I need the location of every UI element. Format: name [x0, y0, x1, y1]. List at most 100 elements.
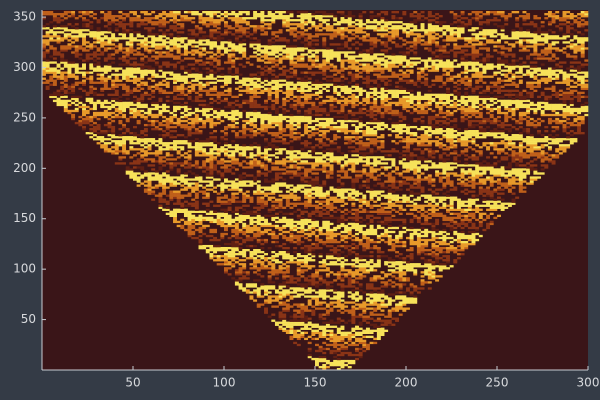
- texture-cell: [249, 121, 254, 125]
- texture-cell: [282, 134, 287, 137]
- texture-cell: [133, 178, 137, 181]
- texture-cell: [413, 242, 418, 246]
- texture-cell: [333, 257, 338, 260]
- texture-cell: [322, 164, 327, 167]
- texture-cell: [176, 140, 181, 143]
- texture-cell: [500, 184, 505, 187]
- texture-cell: [282, 148, 287, 151]
- texture-cell: [395, 307, 400, 310]
- texture-cell: [300, 255, 305, 258]
- texture-cell: [493, 142, 498, 145]
- texture-cell: [118, 156, 123, 159]
- texture-cell: [205, 117, 210, 121]
- texture-cell: [311, 178, 316, 181]
- texture-cell: [507, 162, 512, 165]
- texture-cell: [289, 305, 294, 308]
- texture-cell: [427, 174, 432, 177]
- texture-cell: [253, 158, 258, 161]
- texture-cell: [504, 166, 509, 169]
- texture-cell: [478, 178, 483, 181]
- texture-cell: [511, 146, 516, 149]
- texture-cell: [304, 130, 309, 133]
- texture-cell: [529, 134, 534, 137]
- texture-cell: [143, 170, 148, 173]
- texture-cell: [224, 228, 228, 232]
- texture-cell: [336, 339, 341, 343]
- texture-cell: [293, 172, 298, 175]
- texture-cell: [475, 210, 480, 213]
- texture-cell: [187, 154, 192, 157]
- texture-cell: [322, 325, 327, 328]
- texture-cell: [395, 194, 400, 197]
- texture-cell: [344, 228, 349, 232]
- texture-cell: [238, 269, 243, 272]
- texture-cell: [416, 263, 421, 266]
- texture-cell: [475, 206, 480, 209]
- texture-cell: [256, 279, 261, 282]
- texture-cell: [453, 251, 458, 254]
- texture-cell: [242, 208, 247, 211]
- texture-cell: [369, 293, 374, 296]
- texture-cell: [267, 261, 272, 264]
- texture-cell: [318, 335, 323, 339]
- texture-cell: [471, 158, 476, 161]
- texture-cell: [464, 132, 469, 135]
- texture-cell: [402, 257, 407, 260]
- texture-cell: [406, 168, 410, 171]
- texture-cell: [256, 222, 261, 226]
- texture-cell: [413, 216, 418, 220]
- texture-cell: [242, 259, 247, 262]
- texture-cell: [351, 150, 356, 153]
- texture-cell: [318, 345, 323, 349]
- texture-cell: [289, 150, 294, 153]
- texture-cell: [213, 259, 218, 262]
- texture-cell: [456, 127, 461, 131]
- texture-cell: [289, 184, 294, 187]
- texture-cell: [315, 188, 319, 191]
- texture-cell: [573, 138, 578, 141]
- texture-cell: [315, 357, 319, 361]
- texture-cell: [325, 273, 330, 276]
- texture-cell: [355, 353, 359, 357]
- texture-cell: [493, 121, 498, 125]
- texture-cell: [398, 303, 403, 306]
- texture-cell: [402, 299, 407, 302]
- texture-cell: [424, 136, 429, 139]
- texture-cell: [285, 204, 290, 207]
- texture-cell: [398, 182, 403, 185]
- texture-cell: [311, 323, 316, 326]
- texture-cell: [416, 238, 421, 242]
- texture-cell: [129, 146, 134, 149]
- texture-cell: [424, 210, 429, 213]
- texture-cell: [500, 192, 505, 195]
- texture-cell: [438, 251, 443, 254]
- texture-cell: [449, 152, 454, 155]
- texture-cell: [198, 180, 203, 183]
- texture-cell: [442, 234, 447, 238]
- texture-cell: [402, 267, 407, 270]
- texture-cell: [365, 202, 370, 205]
- texture-cell: [256, 289, 261, 292]
- texture-cell: [311, 273, 316, 276]
- texture-cell: [183, 210, 188, 213]
- texture-cell: [289, 121, 294, 125]
- texture-cell: [398, 269, 403, 272]
- texture-cell: [453, 140, 458, 143]
- texture-cell: [344, 269, 349, 272]
- texture-cell: [329, 150, 334, 153]
- texture-cell: [278, 291, 283, 294]
- texture-cell: [362, 170, 367, 173]
- texture-cell: [376, 335, 381, 339]
- texture-cell: [264, 138, 268, 141]
- texture-cell: [147, 174, 152, 177]
- texture-cell: [442, 236, 447, 240]
- texture-cell: [231, 166, 236, 169]
- texture-cell: [438, 158, 443, 161]
- texture-cell: [318, 226, 323, 230]
- texture-cell: [467, 236, 472, 240]
- texture-cell: [333, 325, 338, 328]
- texture-cell: [395, 127, 400, 131]
- texture-cell: [336, 271, 341, 274]
- texture-cell: [285, 321, 290, 324]
- texture-cell: [318, 130, 323, 133]
